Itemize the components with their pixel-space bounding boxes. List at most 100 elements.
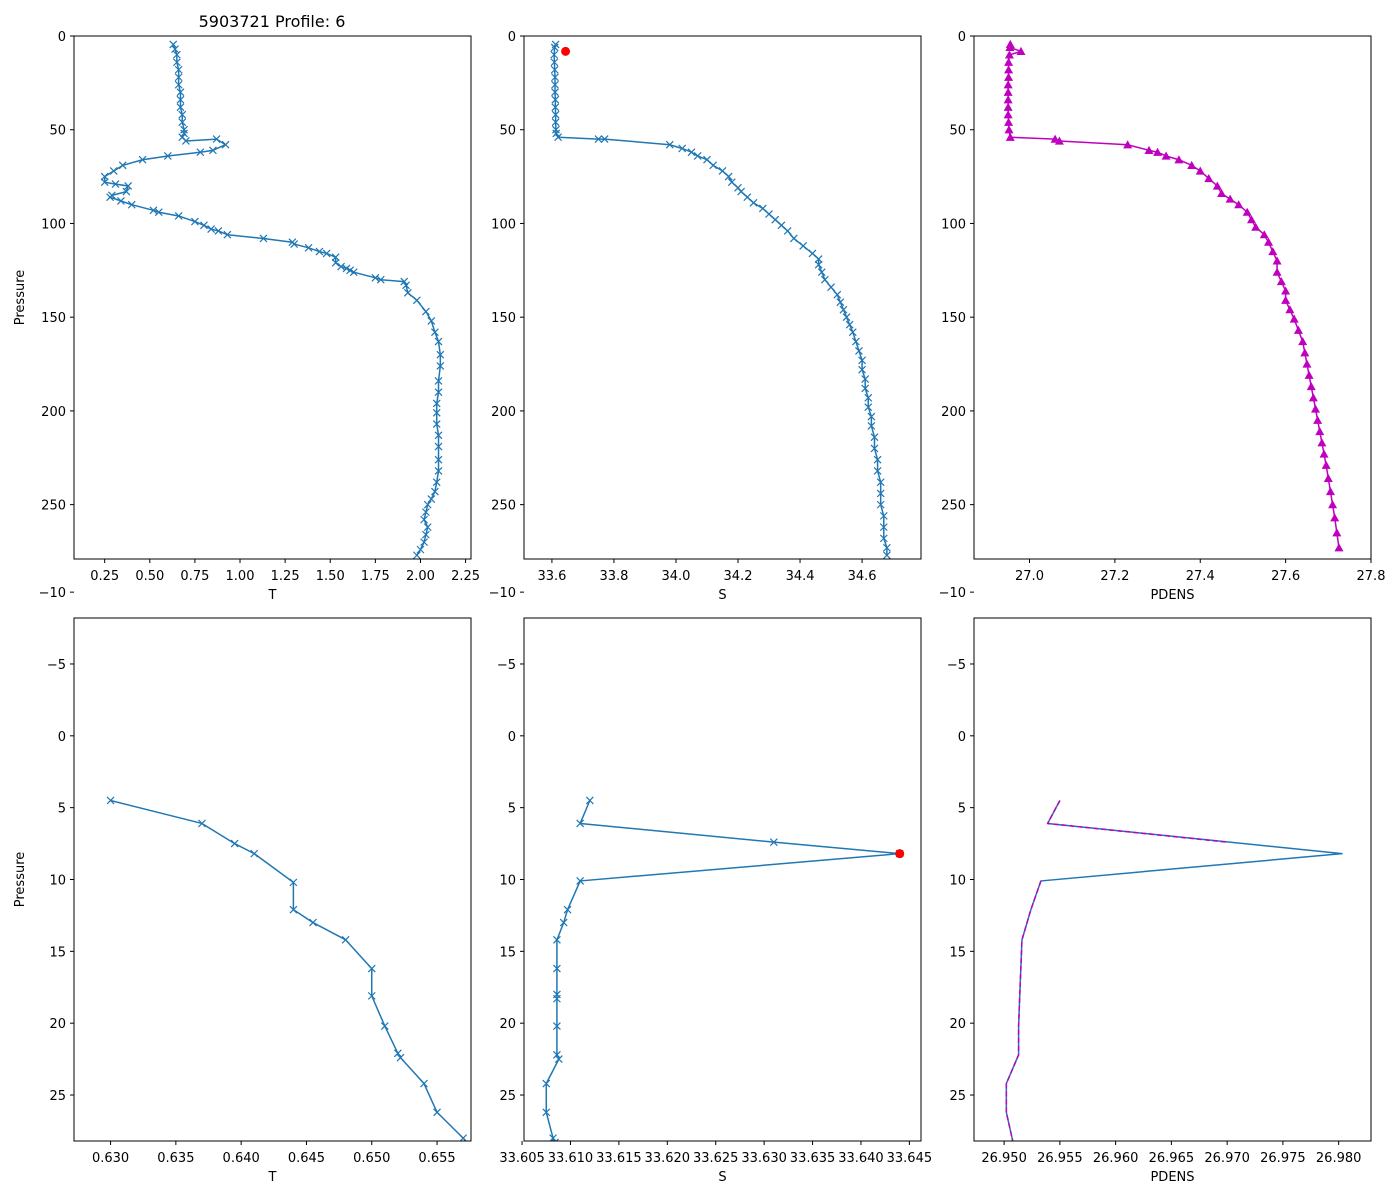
data-point (214, 227, 223, 235)
data-point (171, 45, 179, 54)
data-point (432, 478, 441, 487)
data-point (1332, 528, 1342, 537)
data-point (259, 234, 268, 243)
data-point (549, 1134, 557, 1141)
data-point (1217, 188, 1227, 198)
panel-tm: 33.6 33.8 34.0 34.2 34.4 34.6 0 50 100 150 200 250 S (491, 30, 922, 603)
data-point (864, 393, 873, 402)
data-point (174, 80, 183, 89)
data-point (552, 1022, 561, 1030)
y-tick-label: 200 (491, 405, 516, 420)
data-point (873, 455, 882, 464)
data-point (1003, 110, 1013, 119)
data-point (858, 356, 866, 365)
x-tick-label: 27.2 (1100, 569, 1129, 584)
panel-br: 26.950 26.955 26.960 26.965 26.970 26.975 26.9… (939, 586, 1372, 1185)
data-point (808, 249, 817, 258)
panel-bm: 33.605 33.610 33.615 33.620 33.625 33.630 33.6… (489, 586, 933, 1185)
data-point (434, 455, 443, 464)
data-point (1293, 325, 1303, 334)
y-tick-label: 150 (491, 311, 516, 326)
data-point (1212, 181, 1222, 190)
data-point (1268, 247, 1278, 256)
data-point (430, 328, 439, 337)
data-point (1016, 46, 1026, 55)
data-point (845, 320, 854, 329)
x-tick-label: 0.645 (288, 1151, 325, 1166)
y-tick-label: 200 (941, 405, 966, 420)
data-point (1281, 286, 1291, 295)
y-tick-label: 10 (499, 874, 516, 889)
axes-frame-tr (973, 35, 1372, 560)
data-point (1319, 449, 1329, 458)
x-tick-label: 0.655 (418, 1151, 455, 1166)
data-point (420, 515, 429, 524)
data-point (331, 253, 340, 262)
data-point (550, 43, 559, 52)
data-point (1323, 473, 1333, 482)
data-point (737, 187, 746, 196)
y-tick-label: 150 (41, 311, 66, 326)
data-point (848, 328, 857, 337)
data-point (1313, 415, 1323, 424)
data-point (176, 95, 185, 104)
x-tick-label: 26.975 (1260, 1151, 1306, 1166)
data-point (432, 408, 441, 417)
y-tick-label: 20 (949, 1017, 966, 1032)
data-point (1330, 513, 1340, 522)
data-point (551, 1138, 559, 1141)
series-bl-T (106, 796, 468, 1141)
series-br-PDENS-flagged (1046, 800, 1228, 843)
data-point (1298, 337, 1308, 346)
data-point (1264, 237, 1274, 246)
panel-tr: 27.0 27.2 27.4 27.6 27.8 0 50 100 150 200 250 PDENS (941, 30, 1385, 603)
data-point (304, 243, 313, 252)
data-point (718, 167, 727, 175)
data-point (1004, 57, 1014, 66)
data-point (1315, 427, 1325, 436)
data-point (594, 135, 603, 144)
y-tick-label: 100 (941, 217, 966, 232)
data-point (100, 178, 109, 187)
x-tick-label: 26.970 (1204, 1151, 1250, 1166)
data-point (403, 288, 412, 297)
data-point (1004, 117, 1014, 126)
data-point (459, 1134, 468, 1141)
x-tick-label: 34.4 (786, 569, 815, 584)
data-point (180, 125, 189, 134)
x-tick-label: 33.640 (838, 1151, 884, 1166)
x-axis-label: S (718, 588, 726, 603)
data-point (687, 148, 696, 157)
data-point (421, 508, 430, 517)
data-point (870, 444, 879, 453)
data-point (434, 337, 443, 346)
flagged-point (895, 849, 905, 859)
data-point (1325, 487, 1335, 496)
y-tick-label: 20 (499, 1017, 516, 1032)
data-point (174, 73, 183, 82)
series-tr-PDENS (1003, 39, 1344, 552)
x-tick-label: 0.75 (180, 569, 209, 584)
data-point (1234, 200, 1244, 209)
data-point (421, 307, 430, 316)
data-point (550, 58, 559, 67)
x-tick-label: 26.980 (1316, 1151, 1362, 1166)
x-tick-label: 34.2 (724, 569, 753, 584)
series-line-bm-S (545, 800, 901, 1141)
data-point (882, 551, 891, 559)
data-point (1308, 393, 1318, 402)
data-point (769, 838, 778, 847)
x-tick-label: 27.8 (1357, 569, 1386, 584)
data-point (1004, 65, 1014, 74)
data-point (118, 161, 127, 170)
data-point (434, 442, 443, 451)
data-point (1246, 215, 1256, 224)
data-point (367, 991, 376, 1000)
data-point (703, 155, 711, 164)
y-tick-label: 25 (49, 1089, 66, 1104)
x-tick-label: 34.0 (662, 569, 691, 584)
data-point (1003, 80, 1013, 89)
x-tick-label: 33.630 (741, 1151, 787, 1166)
data-point (799, 242, 808, 250)
